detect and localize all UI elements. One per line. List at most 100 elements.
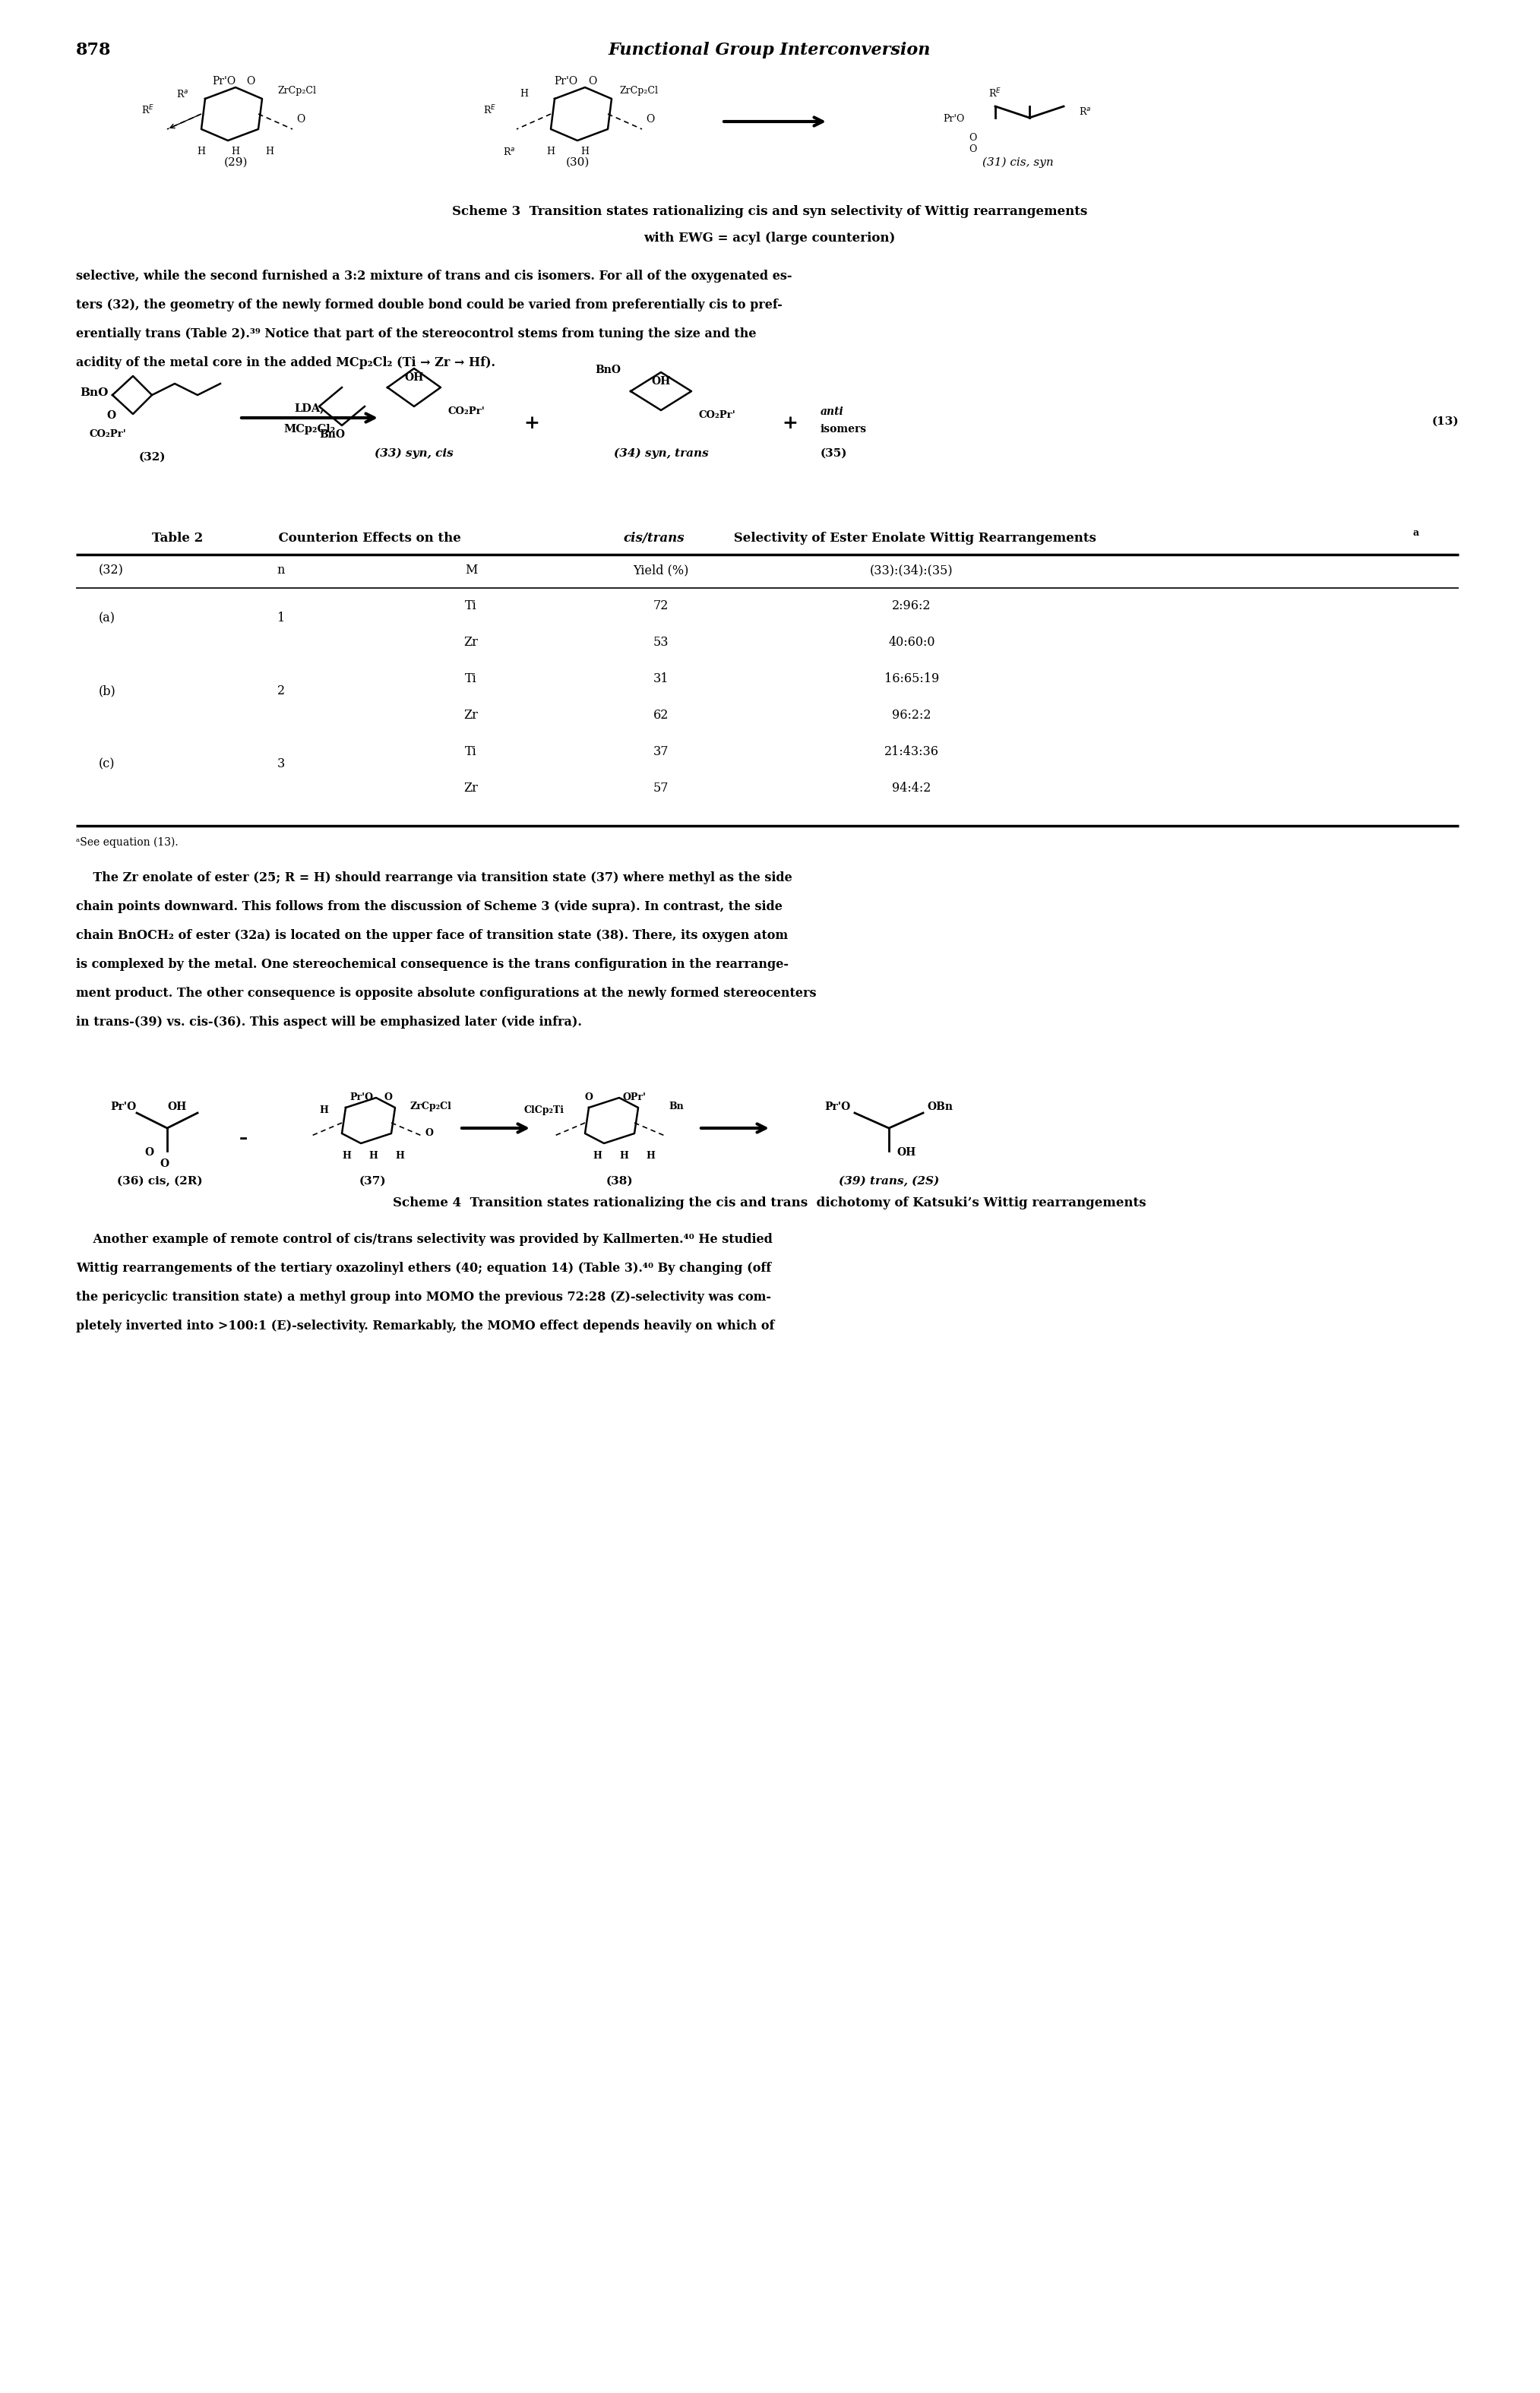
Text: Scheme 4  Transition states rationalizing the cis and trans  dichotomy of Katsuk: Scheme 4 Transition states rationalizing… bbox=[393, 1196, 1146, 1208]
Text: erentially trans (Table 2).³⁹ Notice that part of the stereocontrol stems from t: erentially trans (Table 2).³⁹ Notice tha… bbox=[75, 328, 756, 340]
Text: 31: 31 bbox=[653, 672, 668, 684]
Text: OH: OH bbox=[896, 1146, 916, 1158]
Text: (c): (c) bbox=[99, 759, 116, 771]
Text: O: O bbox=[645, 115, 654, 124]
Text: O: O bbox=[585, 1094, 593, 1103]
Text: H: H bbox=[319, 1106, 328, 1115]
Text: Functional Group Interconversion: Functional Group Interconversion bbox=[608, 41, 930, 57]
Text: (34) syn, trans: (34) syn, trans bbox=[613, 447, 708, 459]
Text: OH: OH bbox=[405, 373, 424, 383]
Text: H: H bbox=[593, 1151, 602, 1161]
Text: H: H bbox=[645, 1151, 654, 1161]
Text: Pr'O: Pr'O bbox=[111, 1101, 137, 1113]
Text: a: a bbox=[1414, 529, 1420, 538]
Text: OH: OH bbox=[168, 1101, 186, 1113]
Text: CO₂Pr': CO₂Pr' bbox=[699, 409, 736, 421]
Text: R$^E$: R$^E$ bbox=[989, 89, 1001, 101]
Text: ZrCp₂Cl: ZrCp₂Cl bbox=[619, 86, 658, 96]
Text: Counterion Effects on the: Counterion Effects on the bbox=[269, 531, 465, 546]
Text: (38): (38) bbox=[605, 1175, 633, 1187]
Text: CO₂Pr': CO₂Pr' bbox=[448, 407, 485, 416]
Text: in trans-(39) vs. cis-(36). This aspect will be emphasized later (vide infra).: in trans-(39) vs. cis-(36). This aspect … bbox=[75, 1015, 582, 1029]
Text: (a): (a) bbox=[99, 613, 116, 625]
Text: is complexed by the metal. One stereochemical consequence is the trans configura: is complexed by the metal. One stereoche… bbox=[75, 957, 788, 972]
Text: The Zr enolate of ester (25; R = H) should rearrange via transition state (37) w: The Zr enolate of ester (25; R = H) shou… bbox=[75, 871, 792, 885]
Text: pletely inverted into >100:1 (E)-selectivity. Remarkably, the MOMO effect depend: pletely inverted into >100:1 (E)-selecti… bbox=[75, 1319, 775, 1333]
Text: 2:96:2: 2:96:2 bbox=[892, 598, 932, 613]
Text: (33):(34):(35): (33):(34):(35) bbox=[870, 565, 953, 577]
Text: H: H bbox=[581, 146, 590, 156]
Text: 94:4:2: 94:4:2 bbox=[892, 783, 932, 794]
Text: anti: anti bbox=[821, 407, 844, 416]
Text: H: H bbox=[265, 146, 274, 156]
Text: 57: 57 bbox=[653, 783, 668, 794]
Text: Pr'O: Pr'O bbox=[350, 1094, 373, 1103]
Text: (b): (b) bbox=[99, 684, 116, 696]
Text: R$^E$: R$^E$ bbox=[484, 103, 496, 117]
Text: R$^E$: R$^E$ bbox=[142, 103, 154, 117]
Text: (35): (35) bbox=[821, 447, 847, 459]
Text: Ti: Ti bbox=[465, 598, 477, 613]
Text: 2: 2 bbox=[277, 684, 285, 696]
Text: Pr'O: Pr'O bbox=[825, 1101, 852, 1113]
Text: –: – bbox=[239, 1129, 248, 1146]
Text: 53: 53 bbox=[653, 637, 668, 649]
Text: Zr: Zr bbox=[464, 637, 479, 649]
Text: LDA,: LDA, bbox=[294, 402, 323, 414]
Text: Wittig rearrangements of the tertiary oxazolinyl ethers (40; equation 14) (Table: Wittig rearrangements of the tertiary ox… bbox=[75, 1261, 772, 1275]
Text: 21:43:36: 21:43:36 bbox=[884, 744, 939, 759]
Text: O: O bbox=[969, 144, 976, 153]
Text: (32): (32) bbox=[99, 565, 123, 577]
Text: chain points downward. This follows from the discussion of Scheme 3 (vide supra): chain points downward. This follows from… bbox=[75, 900, 782, 914]
Text: OBn: OBn bbox=[927, 1101, 953, 1113]
Text: 3: 3 bbox=[277, 759, 285, 771]
Text: Pr'O: Pr'O bbox=[213, 77, 236, 86]
Text: Table 2: Table 2 bbox=[152, 531, 203, 546]
Text: 62: 62 bbox=[653, 708, 668, 723]
Text: ᵃSee equation (13).: ᵃSee equation (13). bbox=[75, 838, 179, 847]
Text: R$^a$: R$^a$ bbox=[504, 146, 516, 158]
Text: Yield (%): Yield (%) bbox=[633, 565, 688, 577]
Text: ment product. The other consequence is opposite absolute configurations at the n: ment product. The other consequence is o… bbox=[75, 986, 816, 1000]
Text: (30): (30) bbox=[565, 158, 590, 168]
Text: Ti: Ti bbox=[465, 744, 477, 759]
Text: Zr: Zr bbox=[464, 783, 479, 794]
Text: Pr'O: Pr'O bbox=[944, 115, 966, 124]
Text: O: O bbox=[160, 1158, 169, 1170]
Text: 878: 878 bbox=[75, 41, 111, 57]
Text: O: O bbox=[383, 1094, 393, 1103]
Text: CO₂Pr': CO₂Pr' bbox=[89, 428, 126, 438]
Text: 40:60:0: 40:60:0 bbox=[889, 637, 935, 649]
Text: ZrCp₂Cl: ZrCp₂Cl bbox=[277, 86, 316, 96]
Text: O: O bbox=[106, 409, 115, 421]
Text: ZrCp₂Cl: ZrCp₂Cl bbox=[410, 1101, 451, 1110]
Text: Another example of remote control of cis/trans selectivity was provided by Kallm: Another example of remote control of cis… bbox=[75, 1232, 773, 1247]
Text: O: O bbox=[246, 77, 256, 86]
Text: R$^a$: R$^a$ bbox=[1080, 105, 1092, 117]
Text: H: H bbox=[231, 146, 240, 156]
Text: H: H bbox=[368, 1151, 377, 1161]
Text: H: H bbox=[521, 89, 528, 98]
Text: MCp₂Cl₂: MCp₂Cl₂ bbox=[283, 424, 336, 436]
Text: (13): (13) bbox=[1432, 416, 1458, 426]
Text: cis/trans: cis/trans bbox=[624, 531, 684, 546]
Text: (29): (29) bbox=[223, 158, 248, 168]
Text: Zr: Zr bbox=[464, 708, 479, 723]
Text: M: M bbox=[465, 565, 477, 577]
Text: H: H bbox=[619, 1151, 628, 1161]
Text: Pr'O: Pr'O bbox=[554, 77, 578, 86]
Text: 16:65:19: 16:65:19 bbox=[884, 672, 939, 684]
Text: O: O bbox=[425, 1127, 434, 1139]
Text: BnO: BnO bbox=[319, 428, 345, 440]
Text: isomers: isomers bbox=[821, 424, 867, 436]
Text: Ti: Ti bbox=[465, 672, 477, 684]
Text: (33) syn, cis: (33) syn, cis bbox=[374, 447, 453, 459]
Text: ClCp₂Ti: ClCp₂Ti bbox=[524, 1106, 565, 1115]
Text: chain BnOCH₂ of ester (32a) is located on the upper face of transition state (38: chain BnOCH₂ of ester (32a) is located o… bbox=[75, 928, 788, 943]
Text: (31) cis, syn: (31) cis, syn bbox=[983, 158, 1053, 168]
Text: H: H bbox=[396, 1151, 403, 1161]
Text: +: + bbox=[782, 414, 798, 433]
Text: O: O bbox=[296, 115, 305, 124]
Text: with EWG = acyl (large counterion): with EWG = acyl (large counterion) bbox=[644, 232, 895, 244]
Text: (39) trans, (2S): (39) trans, (2S) bbox=[839, 1175, 939, 1187]
